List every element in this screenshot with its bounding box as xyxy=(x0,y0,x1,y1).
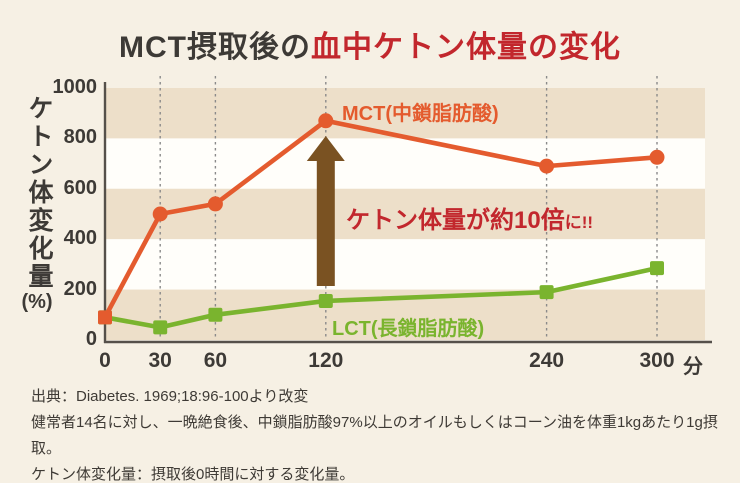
increase-annotation: ケトン体量が約10倍に!! xyxy=(346,200,593,235)
lct-line xyxy=(102,265,660,330)
lct-point xyxy=(539,285,554,300)
y-tick-label: 800 xyxy=(63,126,97,149)
y-tick-label: 1000 xyxy=(52,76,98,98)
mct-point xyxy=(152,206,168,222)
title-prefix: MCT摂取後の xyxy=(119,31,311,64)
footnote-source: 出典：Diabetes. 1969;18:96-100より改変 xyxy=(31,388,309,405)
y-tick-label: 400 xyxy=(63,227,97,250)
mct-line xyxy=(102,118,660,320)
annotation-text-large: ケトン体量が約10倍 xyxy=(346,207,565,234)
lct-point xyxy=(208,307,223,322)
mct-point xyxy=(207,196,223,212)
y-axis-unit: (%) xyxy=(21,291,53,313)
x-tick-label: 120 xyxy=(308,349,344,372)
y-tick-label: 600 xyxy=(63,176,97,199)
mct-series-label: MCT(中鎖脂肪酸) xyxy=(342,103,499,125)
y-tick-label: 200 xyxy=(63,277,97,300)
y-axis-title: ケトン体変化量 xyxy=(25,95,53,291)
chart-title: MCT摂取後の血中ケトン体量の変化 xyxy=(0,22,740,66)
footnotes: 出典：Diabetes. 1969;18:96-100より改変 健常者14名に対… xyxy=(31,384,740,483)
mct-point xyxy=(318,113,334,129)
lct-series-label: LCT(長鎖脂肪酸) xyxy=(332,318,485,340)
title-highlight: 血中ケトン体量の変化 xyxy=(310,31,621,64)
annotation-text-small: に!! xyxy=(564,213,594,232)
lct-point xyxy=(153,320,168,335)
plot-band xyxy=(105,138,705,189)
x-tick-label: 240 xyxy=(529,349,565,372)
footnote-method: 健常者14名に対し、一晩絶食後、中鎖脂肪酸97%以上のオイルもしくはコーン油を体… xyxy=(31,414,718,457)
x-axis-unit: 分 xyxy=(683,356,703,378)
lct-point xyxy=(318,293,333,308)
x-tick-label: 300 xyxy=(639,349,675,372)
footnote-definition: ケトン体変化量：摂取後0時間に対する変化量。 xyxy=(31,466,355,483)
x-tick-label: 30 xyxy=(148,349,172,372)
lct-point xyxy=(650,261,664,276)
y-tick-label: 0 xyxy=(85,328,97,350)
mct-point xyxy=(649,149,665,165)
plot-band xyxy=(105,88,705,139)
mct-point xyxy=(98,310,112,325)
plot-band xyxy=(105,188,705,240)
x-tick-label: 0 xyxy=(99,349,111,372)
mct-point xyxy=(539,158,555,174)
plot-band xyxy=(105,239,705,290)
increase-arrow xyxy=(306,136,345,286)
x-tick-label: 60 xyxy=(203,349,228,372)
